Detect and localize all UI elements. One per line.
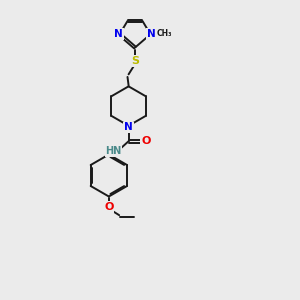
Text: O: O [104, 202, 113, 212]
Text: O: O [141, 136, 150, 146]
Text: CH₃: CH₃ [157, 29, 172, 38]
Text: N: N [124, 122, 133, 133]
Text: HN: HN [105, 146, 122, 156]
Text: N: N [147, 29, 156, 39]
Text: S: S [131, 56, 139, 66]
Text: N: N [114, 29, 123, 39]
